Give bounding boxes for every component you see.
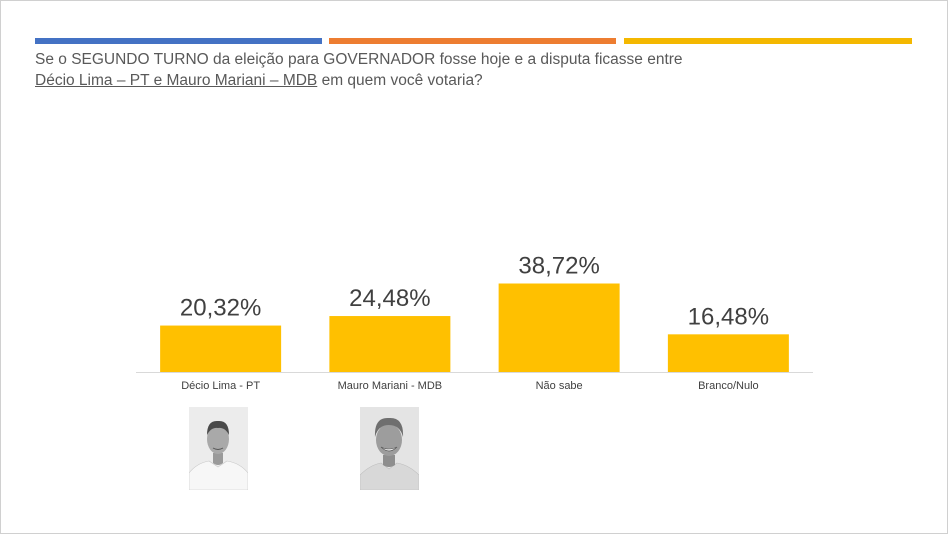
x-tick-label: Décio Lima - PT xyxy=(181,380,260,392)
bar xyxy=(160,325,282,372)
stripe-blue xyxy=(35,38,322,44)
person-photo-icon xyxy=(189,407,248,490)
data-label: 38,72% xyxy=(518,252,599,279)
x-tick-label: Não sabe xyxy=(536,380,583,392)
data-label: 20,32% xyxy=(180,295,261,322)
candidate-photo-decio-lima xyxy=(189,407,248,490)
x-tick-label: Mauro Mariani - MDB xyxy=(338,380,443,392)
candidate-photo-mauro-mariani xyxy=(360,407,419,490)
question-line-2: Décio Lima – PT e Mauro Mariani – MDB em… xyxy=(35,70,895,91)
bar xyxy=(498,283,620,372)
stripe-yellow xyxy=(624,38,912,44)
bar xyxy=(329,316,451,372)
question-text: Se o SEGUNDO TURNO da eleição para GOVER… xyxy=(35,49,895,91)
bar xyxy=(667,334,789,372)
stripe-orange xyxy=(329,38,616,44)
question-line-1: Se o SEGUNDO TURNO da eleição para GOVER… xyxy=(35,51,683,68)
question-candidates: Décio Lima – PT e Mauro Mariani – MDB xyxy=(35,72,318,89)
question-ending: em quem você votaria? xyxy=(317,72,483,89)
person-photo-icon xyxy=(360,407,419,490)
data-label: 16,48% xyxy=(688,303,769,330)
x-tick-label: Branco/Nulo xyxy=(698,380,759,392)
data-label: 24,48% xyxy=(349,285,430,312)
